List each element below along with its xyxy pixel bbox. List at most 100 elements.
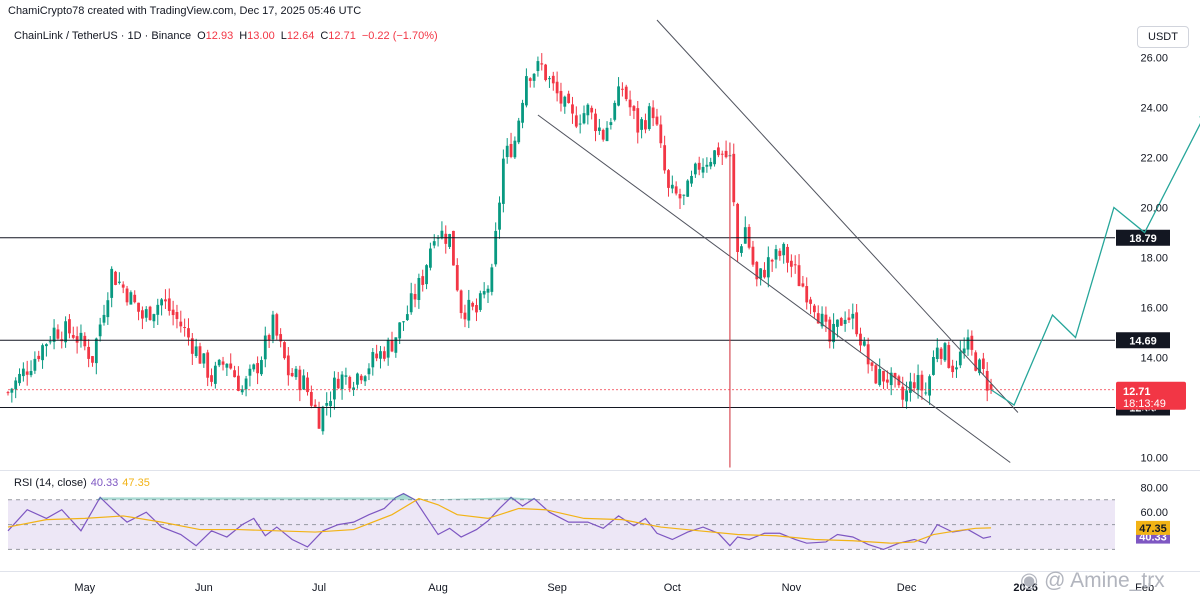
candle-body bbox=[913, 382, 916, 388]
candle-body bbox=[72, 335, 75, 338]
candle-body bbox=[629, 100, 632, 108]
candle-body bbox=[275, 314, 278, 335]
candle-body bbox=[944, 343, 947, 360]
candle-body bbox=[533, 74, 536, 81]
candle-body bbox=[137, 303, 140, 312]
candle-body bbox=[924, 392, 927, 393]
candle-body bbox=[621, 89, 624, 90]
candle-body bbox=[633, 106, 636, 111]
candle-body bbox=[164, 299, 167, 301]
candle-body bbox=[510, 144, 513, 157]
candle-body bbox=[133, 295, 136, 302]
candle-body bbox=[414, 294, 417, 299]
candle-body bbox=[287, 356, 290, 376]
candle-body bbox=[199, 346, 202, 363]
symbol-name: ChainLink / TetherUS · 1D · Binance bbox=[14, 30, 191, 42]
candle-body bbox=[759, 268, 762, 278]
candle-body bbox=[425, 265, 428, 284]
candle-body bbox=[106, 300, 109, 317]
candle-body bbox=[932, 357, 935, 375]
candle-body bbox=[771, 260, 774, 262]
candle-body bbox=[763, 270, 766, 277]
candle-body bbox=[225, 364, 228, 368]
candle-body bbox=[917, 375, 920, 390]
rsi-legend-value: 40.33 bbox=[91, 477, 119, 489]
watermark-text: Amine_trx bbox=[1070, 569, 1165, 592]
candle-body bbox=[218, 360, 221, 365]
price-tick-label: 20.00 bbox=[1140, 203, 1168, 215]
wedge-trendline bbox=[538, 115, 1010, 463]
candle-body bbox=[721, 154, 724, 155]
level-label: 18.79 bbox=[1129, 233, 1157, 245]
candle-body bbox=[867, 344, 870, 364]
candle-body bbox=[782, 244, 785, 255]
candle-body bbox=[452, 231, 455, 266]
candle-body bbox=[103, 315, 106, 323]
ohlc-item: L12.64 bbox=[281, 30, 315, 42]
candle-body bbox=[540, 63, 543, 64]
candle-body bbox=[206, 352, 209, 377]
candle-body bbox=[702, 167, 705, 173]
candle-body bbox=[613, 103, 616, 120]
candle-body bbox=[302, 375, 305, 389]
candle-body bbox=[537, 61, 540, 71]
price-tick-label: 16.00 bbox=[1140, 303, 1168, 315]
candle-body bbox=[544, 65, 547, 80]
candle-body bbox=[126, 289, 129, 303]
price-tick-label: 22.00 bbox=[1140, 153, 1168, 165]
candle-body bbox=[863, 341, 866, 345]
candle-body bbox=[187, 328, 190, 337]
candle-body bbox=[64, 321, 67, 342]
candle-body bbox=[798, 265, 801, 286]
candle-body bbox=[233, 370, 236, 377]
projection-path bbox=[991, 113, 1200, 406]
ohlc-item: H13.00 bbox=[239, 30, 274, 42]
candle-body bbox=[878, 369, 881, 385]
time-tick-label: May bbox=[74, 582, 95, 594]
candle-body bbox=[398, 322, 401, 338]
candle-body bbox=[417, 278, 420, 300]
candle-body bbox=[202, 353, 205, 363]
candle-body bbox=[959, 352, 962, 366]
attribution-text: ChamiCrypto78 created with TradingView.c… bbox=[8, 5, 361, 17]
camera-icon: ◉ bbox=[1020, 569, 1038, 592]
time-tick-label: Nov bbox=[782, 582, 802, 594]
currency-button[interactable]: USDT bbox=[1137, 26, 1189, 48]
candle-body bbox=[901, 387, 904, 400]
candle-body bbox=[76, 336, 79, 343]
candle-body bbox=[844, 320, 847, 324]
candle-body bbox=[356, 374, 359, 385]
candle-body bbox=[679, 194, 682, 198]
candle-body bbox=[26, 371, 29, 374]
candle-body bbox=[955, 367, 958, 369]
candle-body bbox=[95, 339, 98, 364]
candle-body bbox=[145, 309, 148, 318]
candle-body bbox=[14, 380, 17, 389]
candle-body bbox=[57, 329, 60, 338]
candle-body bbox=[129, 292, 132, 304]
candle-body bbox=[682, 195, 685, 196]
candle-body bbox=[490, 267, 493, 292]
countdown-label: 18:13:49 bbox=[1123, 398, 1166, 410]
candle-body bbox=[37, 356, 40, 359]
candle-body bbox=[172, 310, 175, 315]
candle-body bbox=[141, 310, 144, 318]
candle-body bbox=[571, 104, 574, 113]
candle-body bbox=[421, 276, 424, 285]
candle-body bbox=[195, 346, 198, 356]
candle-body bbox=[110, 269, 113, 298]
candle-body bbox=[659, 124, 662, 143]
candle-body bbox=[310, 392, 313, 406]
rsi-tick-label: 80.00 bbox=[1140, 482, 1168, 494]
candle-body bbox=[583, 113, 586, 123]
candle-body bbox=[921, 375, 924, 391]
candle-body bbox=[87, 347, 90, 359]
candle-body bbox=[871, 362, 874, 365]
candle-body bbox=[698, 163, 701, 170]
candle-body bbox=[321, 407, 324, 431]
candle-body bbox=[156, 305, 159, 315]
candle-body bbox=[410, 293, 413, 312]
